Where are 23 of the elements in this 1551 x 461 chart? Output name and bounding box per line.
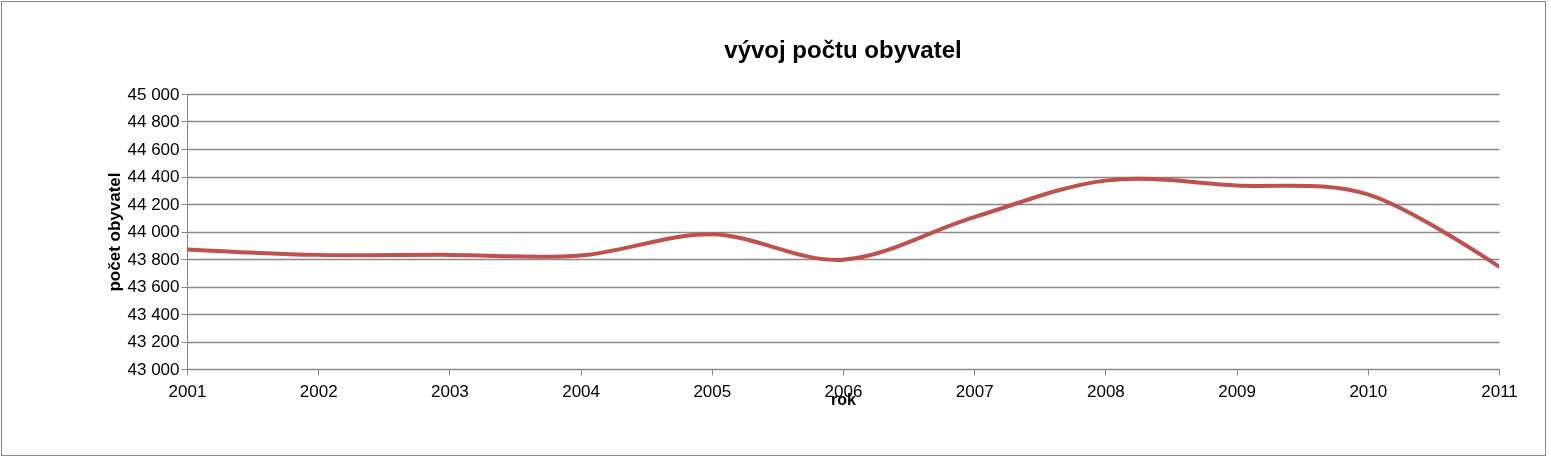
y-tick-label: 45 000	[127, 84, 180, 104]
x-tick-label: 2011	[1481, 381, 1518, 401]
y-tick-label: 44 800	[127, 112, 180, 131]
y-tick-label: 44 600	[127, 139, 180, 159]
y-tick-label: 44 200	[127, 194, 180, 214]
x-tick-label: 2009	[1218, 381, 1257, 401]
y-tick-label: 44 000	[127, 222, 180, 241]
y-tick-label: 43 800	[127, 249, 180, 269]
x-tick-label: 2004	[562, 381, 601, 401]
y-tick-label: 43 200	[127, 332, 180, 351]
x-tick-label: 2005	[693, 381, 732, 401]
x-tick-label: 2001	[168, 381, 207, 401]
y-tick-label: 44 400	[127, 167, 180, 186]
x-tick-label: 2002	[299, 381, 338, 401]
y-tick-label: 43 600	[127, 277, 180, 296]
x-tick-label: 2010	[1349, 381, 1388, 401]
x-tick-label: 2007	[955, 381, 994, 401]
y-tick-label: 43 400	[127, 304, 180, 324]
y-axis-title: počet obyvatel	[104, 172, 124, 292]
y-tick-label: 43 000	[127, 359, 180, 379]
x-tick-label: 2008	[1086, 381, 1125, 401]
x-tick-label: 2003	[430, 381, 469, 401]
chart-title: vývoj počtu obyvatel	[724, 36, 962, 63]
